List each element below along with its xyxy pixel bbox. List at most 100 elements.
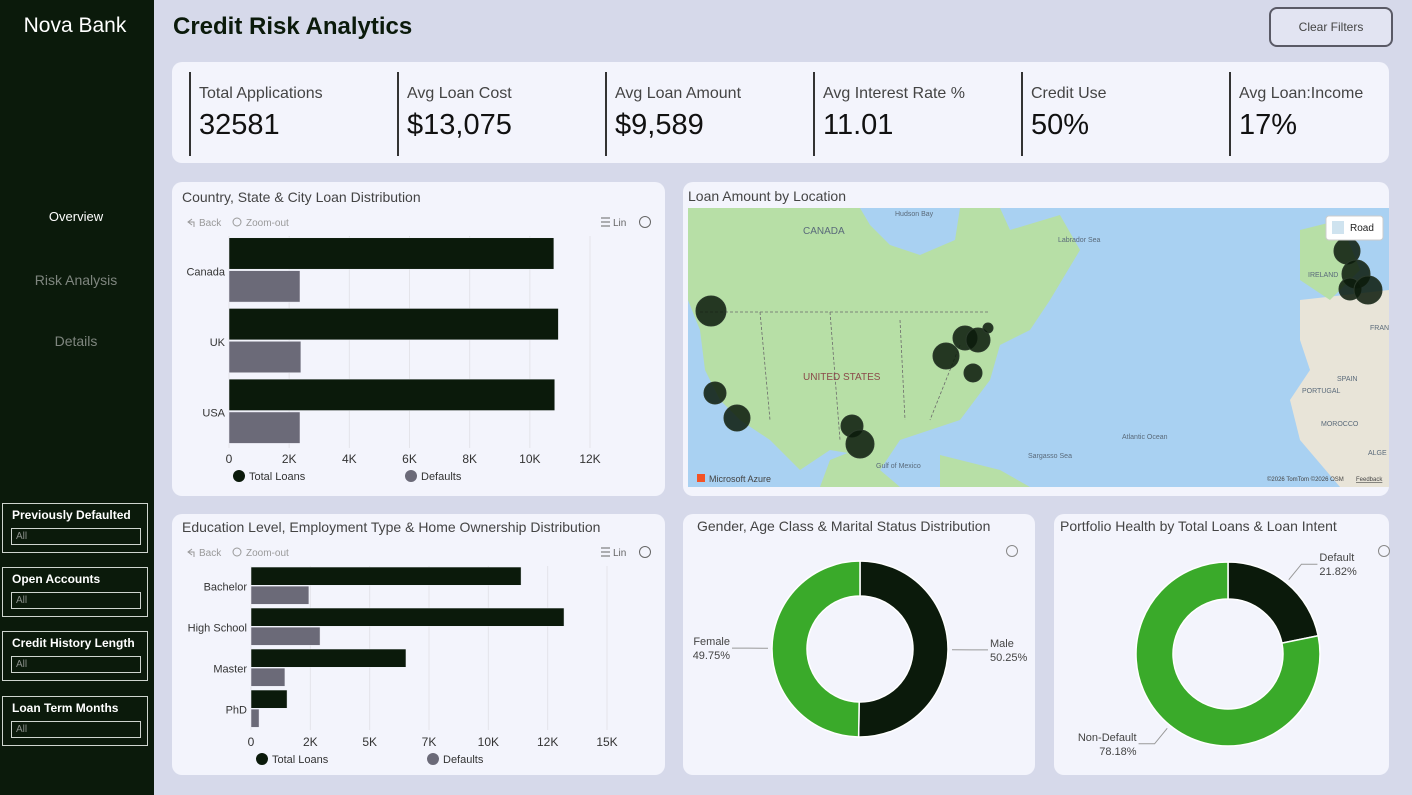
data-label-value: 49.75%	[693, 650, 731, 662]
chart-title: Gender, Age Class & Marital Status Distr…	[697, 518, 991, 534]
kpi-label: Avg Interest Rate %	[823, 85, 965, 102]
map-label: ALGE	[1368, 450, 1387, 457]
kpi-value: 17%	[1239, 109, 1298, 141]
toolbar-scale: Lin	[613, 218, 626, 229]
toolbar-zoom: Zoom-out	[246, 548, 289, 559]
bar	[250, 648, 407, 668]
kpi-value: 50%	[1031, 109, 1090, 141]
clear-filters-button[interactable]: Clear Filters	[1269, 7, 1393, 47]
data-label-name: Male	[990, 638, 1014, 650]
map-label: PORTUGAL	[1302, 388, 1340, 395]
bar	[228, 341, 302, 373]
x-tick-label: 0	[226, 452, 233, 466]
bar	[228, 411, 301, 444]
toolbar-back: Back	[199, 548, 222, 559]
kpi: Avg Loan:Income 17%	[1229, 72, 1381, 156]
kpi: Total Applications 32581	[189, 72, 391, 156]
legend-marker	[405, 470, 417, 482]
brand: Nova Bank	[23, 14, 127, 37]
filter-label: Open Accounts	[12, 572, 101, 586]
filter-select[interactable]: All	[11, 656, 141, 673]
map-label: Gulf of Mexico	[876, 463, 921, 470]
data-label-value: 21.82%	[1319, 566, 1357, 578]
x-tick-label: 15K	[596, 735, 617, 749]
leader-line	[1138, 727, 1168, 745]
nav-item[interactable]: Overview	[48, 209, 104, 224]
logo	[697, 474, 705, 482]
filter[interactable]: Credit History Length All	[2, 631, 148, 681]
map-label: Atlantic Ocean	[1122, 434, 1168, 441]
map-label: UNITED STATES	[803, 372, 881, 383]
filter-label: Credit History Length	[12, 636, 135, 650]
legend-label: Total Loans	[249, 471, 306, 483]
chart-title: Loan Amount by Location	[688, 188, 847, 204]
y-tick-label: Master	[213, 664, 247, 676]
map-style: Road	[1350, 223, 1374, 234]
zoom-icon	[232, 547, 242, 557]
filter[interactable]: Previously Defaulted All	[2, 503, 148, 553]
nav-item[interactable]: Details	[54, 333, 98, 349]
kpi-label: Avg Loan:Income	[1239, 85, 1364, 102]
kpi-value: $13,075	[407, 109, 512, 141]
map-label: Sargasso Sea	[1028, 453, 1072, 460]
legend-marker	[427, 753, 439, 765]
map-labels: Hudson Bay CANADA Labrador Sea UNITED STATE…	[803, 211, 1394, 470]
data-label-value: 78.18%	[1099, 746, 1137, 758]
x-tick-label: 12K	[537, 735, 558, 749]
bar	[228, 237, 555, 270]
y-tick-label: Bachelor	[204, 582, 248, 594]
map-label: SPAIN	[1337, 376, 1358, 383]
x-tick-label: 2K	[282, 452, 297, 466]
kpi: Credit Use 50%	[1021, 72, 1223, 156]
x-tick-label: 7K	[422, 735, 437, 749]
filter-select[interactable]: All	[11, 592, 141, 609]
bar	[228, 308, 559, 341]
toolbar-scale: Lin	[613, 548, 626, 559]
land	[940, 455, 1030, 487]
legend-label: Defaults	[421, 471, 462, 483]
kpi-value: 11.01	[823, 109, 894, 141]
kpi-card	[172, 62, 1389, 163]
land	[820, 450, 900, 487]
icon	[1332, 221, 1344, 234]
leader-line	[1288, 563, 1318, 581]
filter[interactable]: Open Accounts All	[2, 567, 148, 617]
x-tick-label: 6K	[402, 452, 417, 466]
x-tick-label: 0	[248, 735, 255, 749]
y-tick-label: USA	[202, 408, 225, 420]
kpi-label: Avg Loan Amount	[615, 85, 742, 102]
x-tick-label: 2K	[303, 735, 318, 749]
bubbles	[695, 237, 1383, 459]
list-icon	[601, 547, 610, 557]
help-icon	[1006, 545, 1018, 557]
x-tick-label: 4K	[342, 452, 357, 466]
bar	[228, 378, 556, 411]
bar	[250, 607, 565, 627]
sidebar: Nova Bank Overview Risk Analysis Details…	[0, 0, 154, 795]
map: Hudson Bay CANADA Labrador Sea UNITED STATE…	[688, 208, 1394, 487]
filter[interactable]: Loan Term Months All	[2, 696, 148, 746]
nav-item[interactable]: Risk Analysis	[34, 272, 118, 288]
map-label: Labrador Sea	[1058, 237, 1101, 244]
map-label: CANADA	[803, 226, 845, 237]
map-feedback[interactable]: Feedback	[1356, 477, 1383, 483]
zoom-icon	[232, 217, 242, 227]
data-label-name: Default	[1319, 552, 1354, 564]
filter-select[interactable]: All	[11, 721, 141, 738]
help-icon	[639, 546, 651, 558]
legend-marker	[233, 470, 245, 482]
kpi-label: Total Applications	[199, 85, 323, 102]
data-label-value: 50.25%	[990, 652, 1028, 664]
map-label: MOROCCO	[1321, 421, 1359, 428]
kpi-value: $9,589	[615, 109, 704, 141]
y-tick-label: High School	[188, 623, 247, 635]
kpi-label: Avg Loan Cost	[407, 85, 512, 102]
map-copyright: ©2026 TomTom ©2026 OSM	[1267, 476, 1344, 483]
chart-title: Education Level, Employment Type & Home …	[182, 519, 601, 535]
back-icon	[187, 548, 195, 557]
list-icon	[601, 217, 610, 227]
toolbar-back: Back	[199, 218, 222, 229]
map-label: FRANC	[1370, 325, 1394, 332]
filter-select[interactable]: All	[11, 528, 141, 545]
bar	[250, 689, 288, 709]
